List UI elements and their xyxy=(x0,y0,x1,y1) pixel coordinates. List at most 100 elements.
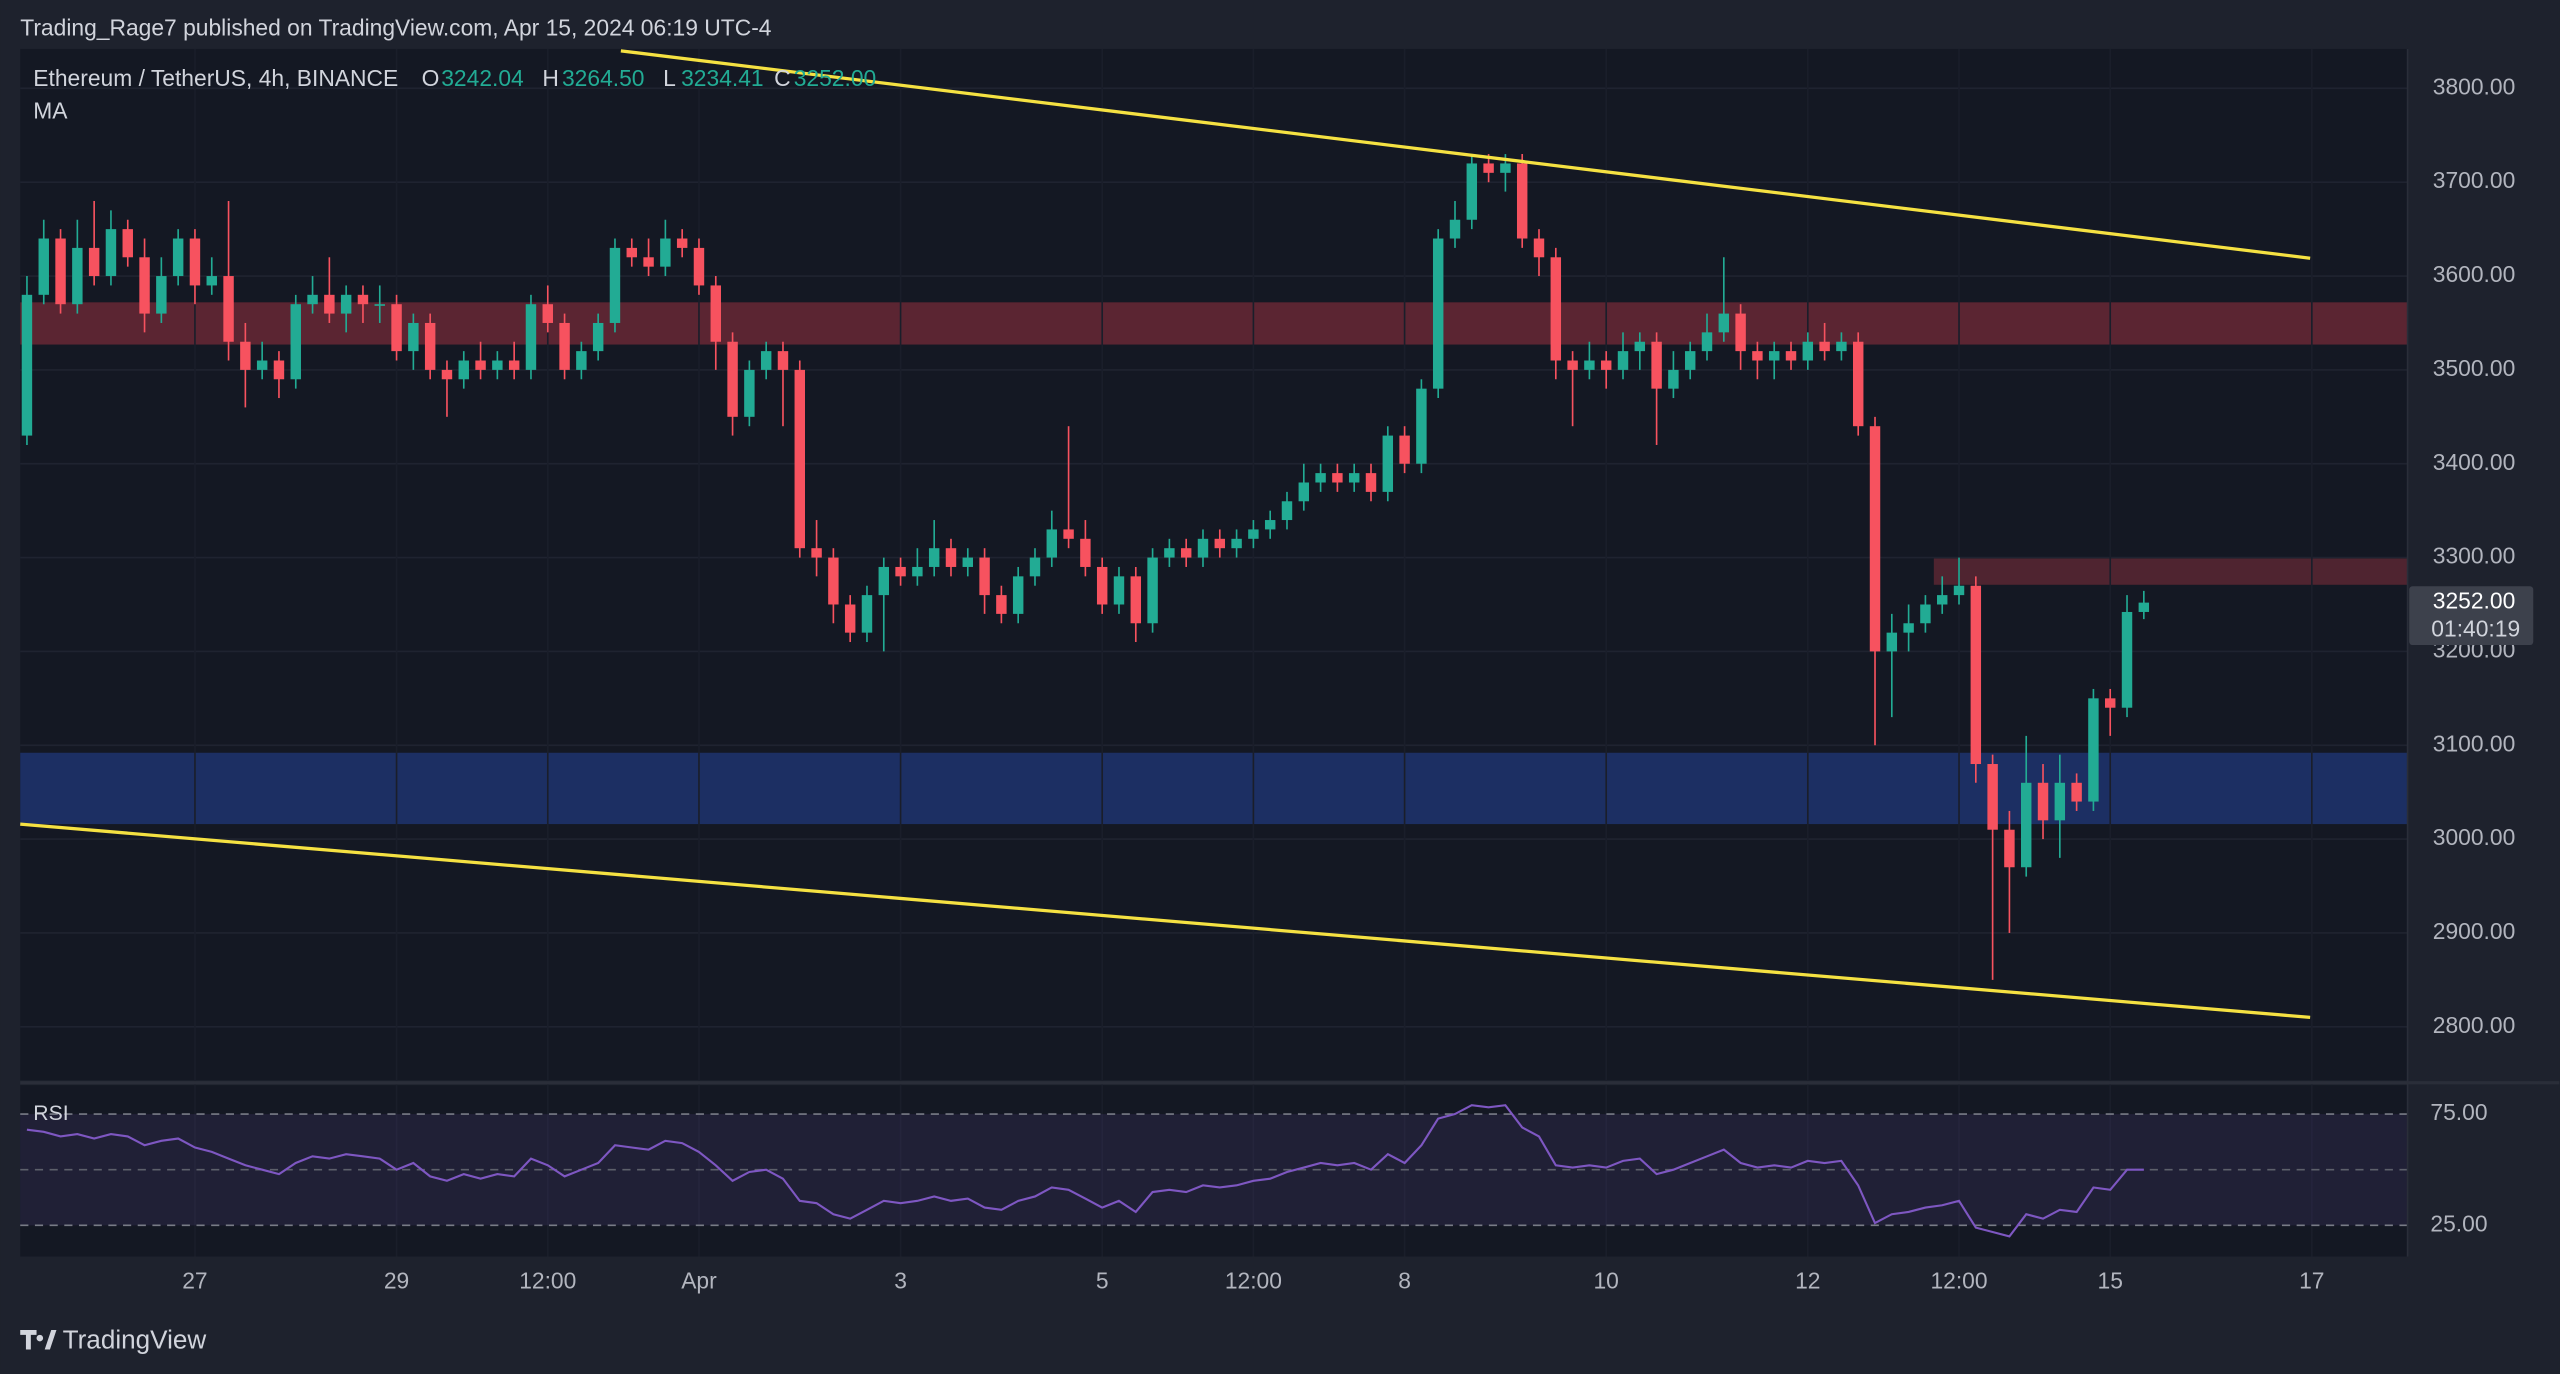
x-tick-label: 29 xyxy=(384,1268,409,1294)
candle-body xyxy=(1365,473,1377,492)
candle-body xyxy=(492,360,503,370)
candle-body xyxy=(1903,623,1914,633)
candle-body xyxy=(223,276,234,342)
candle-body xyxy=(828,557,839,605)
symbol: Ethereum / TetherUS, 4h, BINANCE xyxy=(33,65,398,91)
candle-body xyxy=(391,304,402,352)
candle-body xyxy=(1281,501,1293,521)
candle-body xyxy=(979,557,990,596)
ohlc-value: 3242.04 xyxy=(441,65,524,91)
candle-body xyxy=(1600,360,1612,370)
candle-body xyxy=(878,566,890,596)
candle-body xyxy=(744,369,755,417)
candle-body xyxy=(945,548,957,567)
y-tick-label: 2900.00 xyxy=(2433,918,2516,944)
candle-body xyxy=(240,341,251,370)
candle-body xyxy=(1920,604,1931,624)
candle-body xyxy=(1214,538,1226,549)
y-tick-label: 3300.00 xyxy=(2433,543,2516,569)
candle-body xyxy=(1836,341,1847,352)
candle-body xyxy=(1634,341,1646,352)
candle-body xyxy=(1382,435,1394,492)
y-tick-label: 3000.00 xyxy=(2433,824,2516,850)
candle-body xyxy=(21,294,33,436)
x-tick-label: 17 xyxy=(2299,1268,2324,1294)
ohlc-name: C xyxy=(774,65,791,91)
last-price-box xyxy=(2409,586,2534,646)
candle-body xyxy=(475,360,486,370)
indicator: MA xyxy=(33,98,68,124)
rsi-tick-label: 25.00 xyxy=(2430,1210,2487,1236)
x-tick-label: 12:00 xyxy=(1930,1268,1987,1294)
candle-body xyxy=(1987,764,1998,830)
candle-body xyxy=(156,276,167,314)
candle-body xyxy=(777,351,789,370)
candle-body xyxy=(38,238,49,295)
candle-body xyxy=(2138,602,2150,612)
y-tick-label: 3800.00 xyxy=(2433,73,2516,99)
rsi-line xyxy=(26,1104,2144,1238)
x-tick-label: 10 xyxy=(1594,1268,1619,1294)
candle-body xyxy=(1096,566,1108,605)
candle-body xyxy=(357,294,369,305)
candle-body xyxy=(1550,257,1562,361)
last-price: 3252.00 xyxy=(2433,588,2516,614)
y-tick-label: 3100.00 xyxy=(2433,730,2516,756)
candle-body xyxy=(727,341,738,417)
candle-body xyxy=(1567,360,1578,370)
grid xyxy=(20,48,2408,1257)
candle-body xyxy=(693,247,705,286)
publisher: Trading_Rage7 published on TradingView.c… xyxy=(20,14,772,40)
candle-body xyxy=(441,369,453,380)
candle-body xyxy=(1684,351,1696,370)
ohlc-name: H xyxy=(542,65,559,91)
candle-body xyxy=(1802,341,1814,361)
brand: TradingView xyxy=(63,1324,207,1354)
candle-body xyxy=(576,351,587,370)
rsi-title: RSI xyxy=(33,1102,68,1125)
zone xyxy=(20,302,2408,345)
candle-body xyxy=(676,238,688,248)
candle-body xyxy=(172,238,184,277)
candle-body xyxy=(1231,538,1242,549)
candle-body xyxy=(508,360,520,370)
x-tick-label: 8 xyxy=(1398,1268,1411,1294)
candle-body xyxy=(1953,585,1965,596)
candle-body xyxy=(811,548,822,558)
candle-body xyxy=(374,304,385,306)
candle-body xyxy=(1164,548,1175,558)
candle-body xyxy=(1147,557,1158,624)
candle-body xyxy=(1584,360,1595,370)
y-tick-label: 3500.00 xyxy=(2433,355,2516,381)
ohlc-name: L xyxy=(663,65,676,91)
candle-body xyxy=(626,247,637,258)
candle-body xyxy=(1399,435,1410,464)
candle-body xyxy=(256,360,268,370)
candle-body xyxy=(912,566,923,577)
candle-body xyxy=(324,294,335,314)
candle-body xyxy=(895,566,906,577)
candle-body xyxy=(1264,520,1276,530)
brand-logo: TradingView xyxy=(20,1324,206,1354)
candle-body xyxy=(88,247,100,277)
candle-body xyxy=(424,322,436,370)
candle-body xyxy=(1819,341,1830,352)
trendlines xyxy=(20,49,2311,1020)
rsi-tick-label: 75.00 xyxy=(2430,1099,2487,1125)
candle-body xyxy=(525,304,537,370)
candle-body xyxy=(643,257,654,267)
candle-body xyxy=(559,322,570,370)
candle-body xyxy=(1500,163,1511,173)
y-tick-label: 3400.00 xyxy=(2433,449,2516,475)
candle-body xyxy=(1063,529,1074,539)
candle-body xyxy=(1197,538,1209,558)
candle-body xyxy=(1768,351,1780,361)
candle-body xyxy=(1668,369,1679,389)
candle-body xyxy=(2121,611,2133,708)
x-tick-label: 5 xyxy=(1096,1268,1109,1294)
zone xyxy=(20,752,2408,825)
x-tick-label: 12 xyxy=(1795,1268,1820,1294)
candle-body xyxy=(1080,538,1091,567)
candle-body xyxy=(1936,595,1948,605)
candle-body xyxy=(458,360,469,380)
